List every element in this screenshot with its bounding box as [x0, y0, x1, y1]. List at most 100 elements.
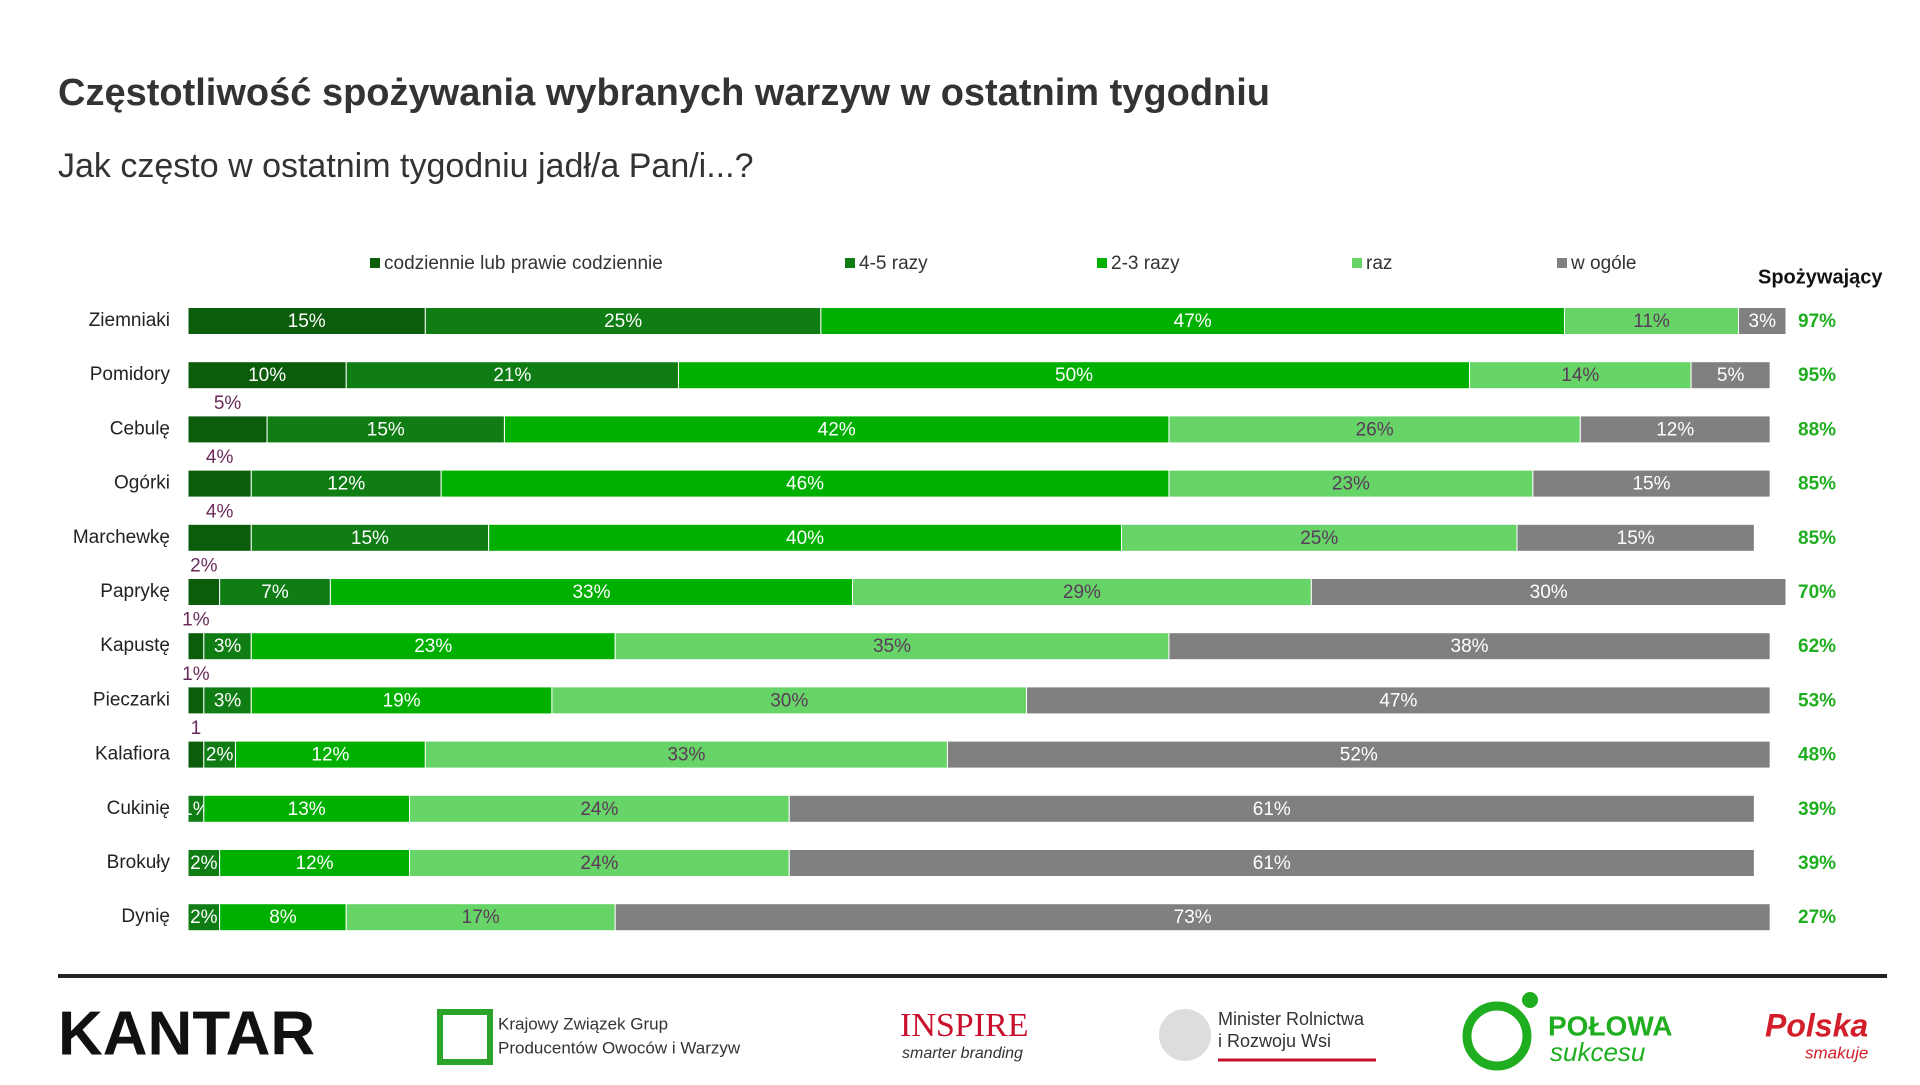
value-label: 8%: [269, 907, 297, 928]
bar-segment: [187, 523, 252, 552]
bar-segment: [250, 632, 616, 661]
chart-title: Częstotliwość spożywania wybranych warzy…: [58, 72, 1270, 114]
category-label: Dynię: [121, 906, 170, 927]
bar-segment: [329, 578, 854, 606]
bar-segment: [788, 794, 1755, 823]
value-label: 21%: [493, 365, 531, 386]
bar-segment: [1738, 307, 1787, 335]
bar-segment: [1026, 686, 1771, 715]
logo-text: Producentów Owoców i Warzyw: [498, 1038, 741, 1057]
logo-icon: [437, 1009, 493, 1065]
value-label: 10%: [248, 365, 286, 386]
bar-segment: [250, 469, 442, 498]
value-label: 2%: [190, 907, 218, 928]
legend-label: 4-5 razy: [859, 253, 928, 274]
value-label: 7%: [261, 582, 289, 603]
consumers-value: 39%: [1798, 853, 1836, 874]
value-label: 5%: [214, 393, 242, 414]
value-label: 61%: [1253, 799, 1291, 820]
value-label: 19%: [383, 690, 421, 711]
bar-segment: [345, 361, 679, 390]
value-label: 50%: [1055, 365, 1093, 386]
value-label: 73%: [1174, 907, 1212, 928]
value-label: 12%: [327, 474, 365, 495]
legend-label: 2-3 razy: [1111, 253, 1180, 274]
consumers-value: 95%: [1798, 365, 1836, 386]
legend-swatch: [370, 258, 380, 268]
bar-segment: [614, 903, 1771, 932]
bar-segment: [187, 903, 221, 932]
bar-segment: [1690, 361, 1771, 390]
value-label: 25%: [1300, 528, 1338, 549]
legend-label: codziennie lub prawie codziennie: [384, 253, 663, 274]
logo-text: Krajowy Związek Grup: [498, 1014, 668, 1033]
consumers-value: 70%: [1798, 582, 1836, 603]
value-label: 15%: [1632, 474, 1670, 495]
consumers-title: Spożywający: [1758, 266, 1883, 288]
value-label: 15%: [1617, 528, 1655, 549]
consumers-value: 27%: [1798, 907, 1836, 928]
category-label: Cebulę: [110, 418, 170, 439]
consumers-value: 85%: [1798, 474, 1836, 495]
value-label: 25%: [604, 311, 642, 332]
value-label: 15%: [288, 311, 326, 332]
value-label: 61%: [1253, 853, 1291, 874]
value-label: 33%: [572, 582, 610, 603]
bar-segment: [187, 578, 221, 606]
bar-segment: [1168, 415, 1581, 444]
logo-text: smarter branding: [902, 1045, 1023, 1062]
logo-text: Polska: [1765, 1007, 1868, 1043]
bar-segment: [614, 632, 1170, 661]
category-label: Cukinię: [107, 798, 170, 819]
value-label: 46%: [786, 474, 824, 495]
bar-segment: [788, 849, 1755, 877]
legend-swatch: [1097, 258, 1107, 268]
logo-kantar: KANTAR: [58, 999, 315, 1068]
bar-segment: [1120, 523, 1518, 552]
consumers-value: 88%: [1798, 419, 1836, 440]
bar-segment: [488, 523, 1122, 552]
bar-segment: [266, 415, 505, 444]
bar-segment: [187, 686, 205, 715]
value-label: 33%: [667, 745, 705, 766]
value-label: 17%: [462, 907, 500, 928]
bar-segment: [219, 578, 331, 606]
logo-icon: [1462, 1001, 1532, 1071]
value-label: 35%: [873, 636, 911, 657]
bar-segment: [203, 632, 252, 661]
bar-segment: [424, 307, 822, 335]
value-label: 24%: [580, 853, 618, 874]
logo-text: i Rozwoju Wsi: [1218, 1031, 1331, 1051]
bar-segment: [820, 307, 1565, 335]
bar-segment: [187, 307, 426, 335]
bar-segment: [234, 740, 426, 769]
value-label: 5%: [1717, 365, 1745, 386]
value-label: 30%: [1530, 582, 1568, 603]
consumers-value: 85%: [1798, 528, 1836, 549]
value-label: 1%: [182, 610, 210, 631]
category-label: Kapustę: [100, 635, 170, 656]
value-label: 38%: [1451, 636, 1489, 657]
value-label: 40%: [786, 528, 824, 549]
consumers-value: 97%: [1798, 311, 1836, 332]
bar-segment: [250, 523, 490, 552]
value-label: 1%: [182, 664, 210, 685]
bar-segment: [946, 740, 1771, 769]
value-label: 1%: [182, 799, 210, 820]
category-label: Ogórki: [114, 473, 170, 494]
bar-segment: [1532, 469, 1771, 498]
value-label: 47%: [1174, 311, 1212, 332]
category-label: Ziemniaki: [89, 310, 170, 331]
legend-label: w ogóle: [1570, 253, 1637, 274]
consumers-value: 48%: [1798, 745, 1836, 766]
category-label: Pieczarki: [93, 689, 170, 710]
logo-text: sukcesu: [1550, 1037, 1645, 1067]
bar-segment: [1516, 523, 1755, 552]
footer-logos: KANTAR Krajowy Związek Grup Producentów …: [58, 992, 1868, 1071]
value-label: 4%: [206, 447, 234, 468]
bar-segment: [1168, 632, 1771, 661]
logo-text: POŁOWA: [1548, 1010, 1672, 1041]
legend-swatch: [845, 258, 855, 268]
bar-segment: [203, 740, 236, 769]
